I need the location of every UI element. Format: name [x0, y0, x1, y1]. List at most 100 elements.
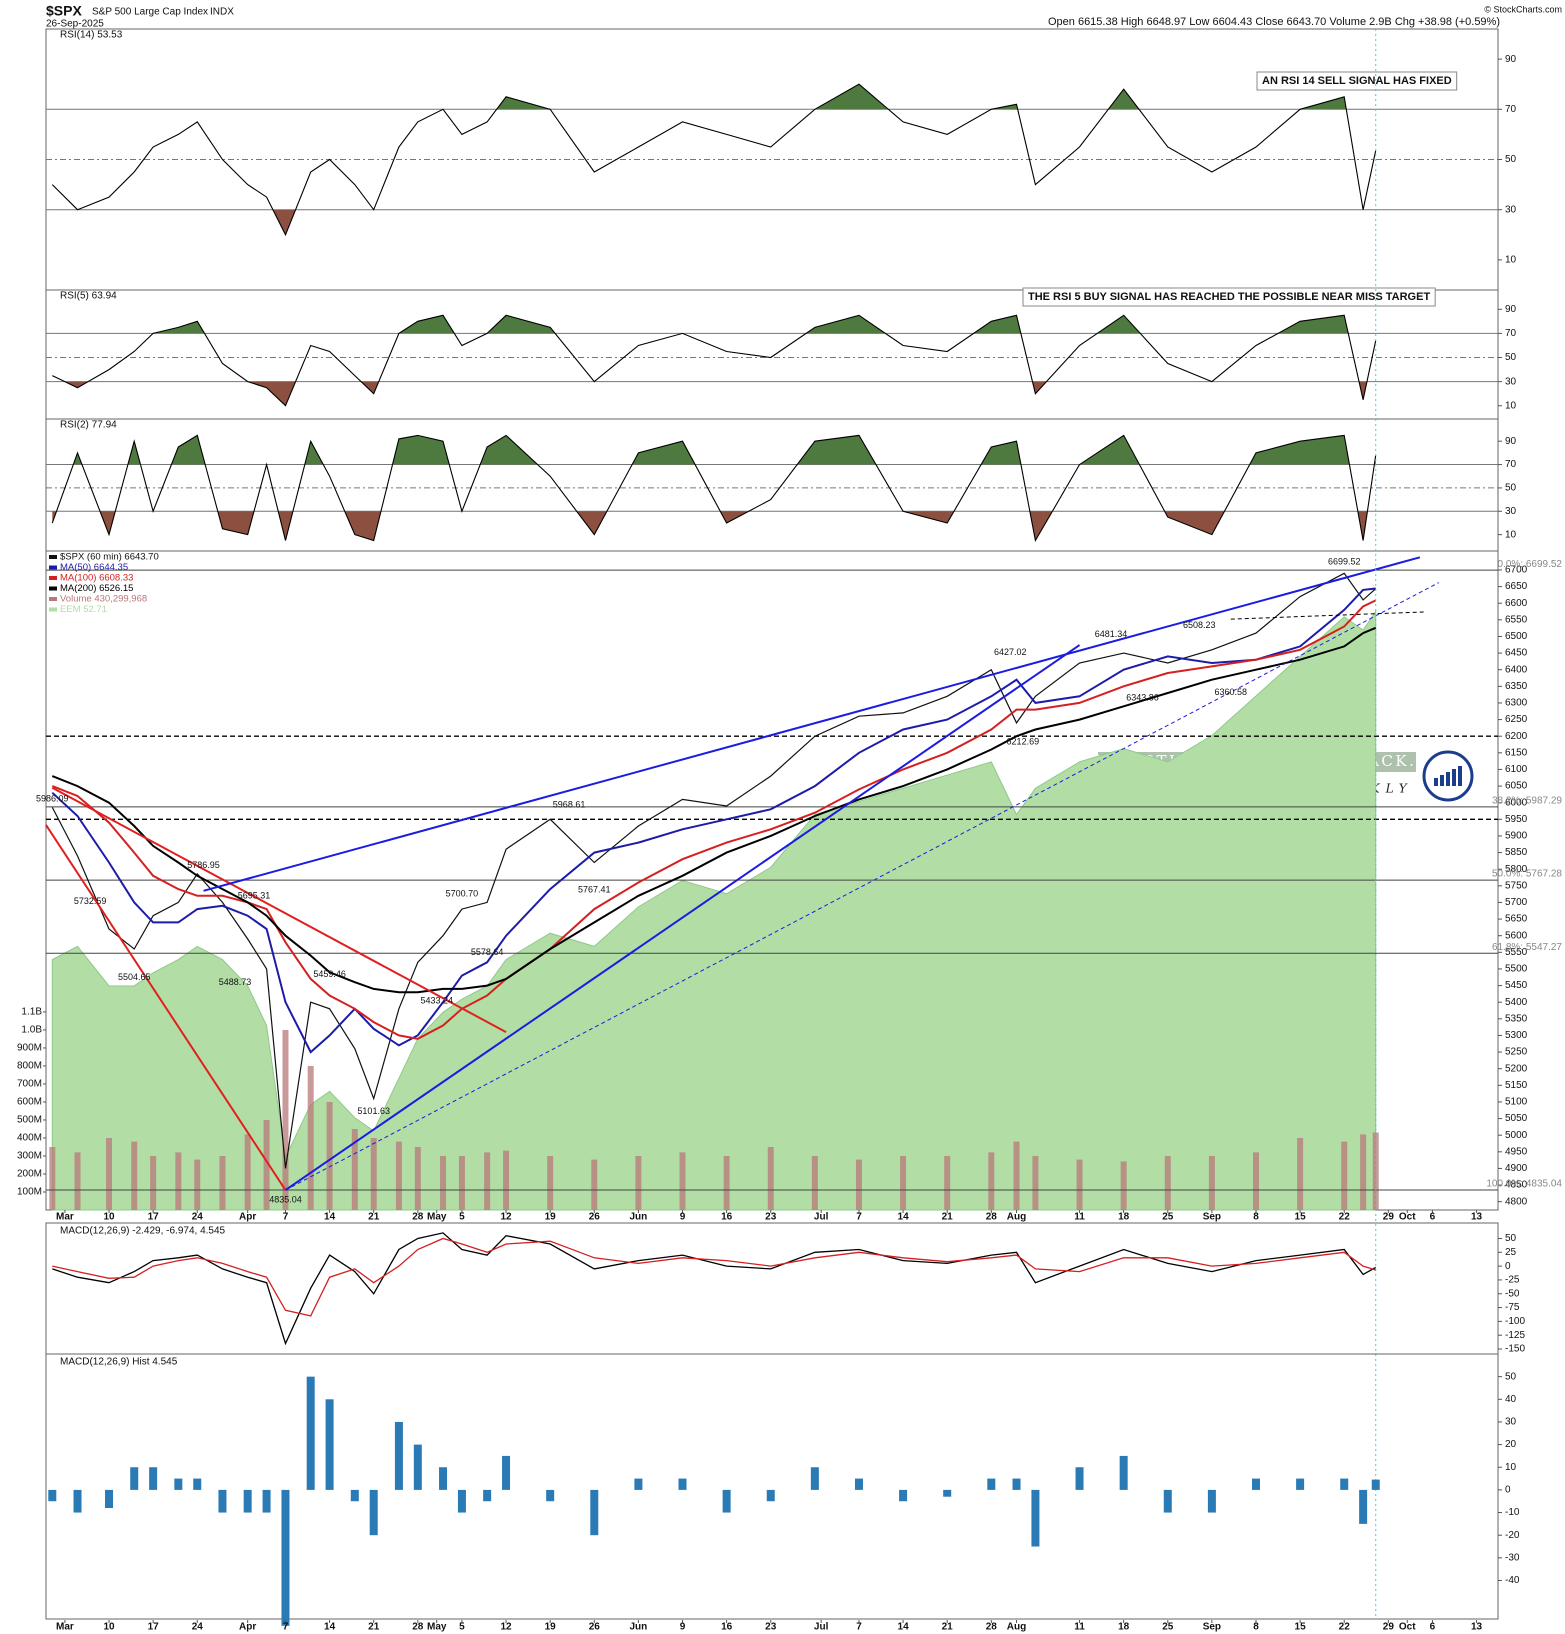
histogram-bar: [48, 1489, 57, 1502]
quote-item: High 6648.97: [1121, 16, 1186, 28]
histogram-bar: [546, 1489, 555, 1502]
y-tick-label: 5200: [1505, 1063, 1528, 1074]
x-tick-label: 10: [103, 1622, 115, 1633]
volume-bar: [194, 1159, 201, 1210]
histogram-bar: [193, 1478, 202, 1490]
volume-tick-label: 600M: [17, 1097, 42, 1108]
x-tick-label: 28: [412, 1622, 424, 1633]
y-tick-label: 4950: [1505, 1146, 1528, 1157]
volume-bar: [263, 1119, 270, 1210]
trend-line: [284, 644, 1081, 1191]
x-tick-label: Mar: [56, 1622, 74, 1633]
x-tick-label: 6: [1430, 1212, 1436, 1223]
y-tick-label: 6100: [1505, 764, 1528, 775]
x-tick-label: Jul: [814, 1622, 829, 1633]
price-label: 6343.86: [1126, 693, 1159, 703]
volume-tick-label: 900M: [17, 1043, 42, 1054]
x-tick-label: 14: [324, 1622, 336, 1633]
histogram-bar: [130, 1467, 139, 1490]
histogram-bar: [678, 1478, 687, 1490]
x-tick-label: 24: [192, 1622, 204, 1633]
histogram-bar: [350, 1489, 359, 1502]
histogram-bar: [722, 1489, 731, 1513]
panel-frame: [45, 289, 1499, 420]
volume-tick-label: 1.1B: [21, 1007, 42, 1018]
y-tick-label: 0: [1505, 1485, 1511, 1496]
volume-bar: [944, 1155, 951, 1210]
volume-bar: [106, 1137, 113, 1210]
price-label: 6427.02: [994, 647, 1027, 657]
volume-tick-label: 100M: [17, 1187, 42, 1198]
macd-line: [52, 1232, 1377, 1346]
moving-average: [51, 587, 1376, 1054]
histogram-bar: [325, 1399, 334, 1490]
y-tick-label: -50: [1505, 1288, 1520, 1299]
trend-line: [45, 824, 287, 1191]
volume-bar: [503, 1150, 510, 1210]
volume-bar: [484, 1152, 491, 1210]
histogram-bar: [1119, 1455, 1128, 1490]
y-tick-label: 90: [1505, 436, 1517, 447]
overbought-fill: [73, 435, 1376, 465]
panel-title: MACD(12,26,9) -2.429, -6.974, 4.545: [60, 1226, 226, 1237]
histogram-bar: [899, 1489, 908, 1502]
x-tick-label: 15: [1295, 1212, 1307, 1223]
y-tick-label: 6400: [1505, 664, 1528, 675]
histogram-bar: [987, 1478, 996, 1490]
y-tick-label: 5000: [1505, 1130, 1528, 1141]
y-tick-label: 30: [1505, 376, 1517, 387]
panel-title: MACD(12,26,9) Hist 4.545: [60, 1357, 178, 1368]
volume-bar: [244, 1134, 251, 1210]
price-label: 5578.64: [471, 947, 504, 957]
volume-bar: [1341, 1141, 1348, 1210]
x-tick-label: 19: [545, 1622, 557, 1633]
y-tick-label: 6250: [1505, 714, 1528, 725]
note: AN RSI 14 SELL SIGNAL HAS FIXED: [1262, 75, 1452, 87]
price-label: 5986.09: [36, 794, 69, 804]
price-label: 6212.69: [1007, 736, 1040, 746]
y-tick-label: 6150: [1505, 747, 1528, 758]
y-tick-label: 5600: [1505, 930, 1528, 941]
volume-bar: [723, 1155, 730, 1210]
y-tick-label: 5700: [1505, 897, 1528, 908]
x-tick-label: Jul: [814, 1212, 829, 1223]
volume-bar: [811, 1155, 818, 1210]
fib-label: 61.8%: 5547.27: [1492, 942, 1562, 953]
x-tick-label: 16: [721, 1212, 733, 1223]
histogram-bar: [634, 1478, 643, 1490]
price-label: 6360.58: [1215, 687, 1248, 697]
y-tick-label: 10: [1505, 400, 1517, 411]
y-tick-label: 6450: [1505, 648, 1528, 659]
price-label: 5732.59: [74, 896, 107, 906]
x-tick-label: Jun: [630, 1622, 648, 1633]
y-tick-label: 5650: [1505, 914, 1528, 925]
y-tick-label: 50: [1505, 154, 1517, 165]
x-tick-label: 24: [192, 1212, 204, 1223]
volume-bar: [1208, 1155, 1215, 1210]
x-tick-label: Jun: [630, 1212, 648, 1223]
y-tick-label: 70: [1505, 104, 1517, 115]
volume-bar: [150, 1155, 157, 1210]
y-tick-label: 6000: [1505, 797, 1528, 808]
price-label: 4835.04: [269, 1194, 302, 1204]
volume-bar: [326, 1101, 333, 1210]
y-tick-label: 10: [1505, 1462, 1517, 1473]
x-tick-label: 16: [721, 1622, 733, 1633]
x-tick-label: 26: [589, 1212, 601, 1223]
y-tick-label: 5750: [1505, 880, 1528, 891]
volume-bar: [900, 1155, 907, 1210]
x-tick-label: 21: [368, 1212, 380, 1223]
x-tick-label: 14: [898, 1212, 910, 1223]
volume-bar: [547, 1155, 554, 1210]
credit: © StockCharts.com: [1484, 4, 1562, 14]
y-tick-label: -100: [1505, 1316, 1525, 1327]
legend-entry: MA(100) 6608.33: [60, 573, 133, 584]
histogram-bar: [413, 1444, 422, 1490]
volume-bar: [1013, 1141, 1020, 1210]
price-label: 6508.23: [1183, 620, 1216, 630]
x-tick-label: 18: [1118, 1622, 1130, 1633]
volume-bar: [1032, 1155, 1039, 1210]
price-label: 5433.24: [420, 996, 453, 1006]
histogram-bar: [810, 1467, 819, 1490]
note: THE RSI 5 BUY SIGNAL HAS REACHED THE POS…: [1028, 291, 1430, 303]
